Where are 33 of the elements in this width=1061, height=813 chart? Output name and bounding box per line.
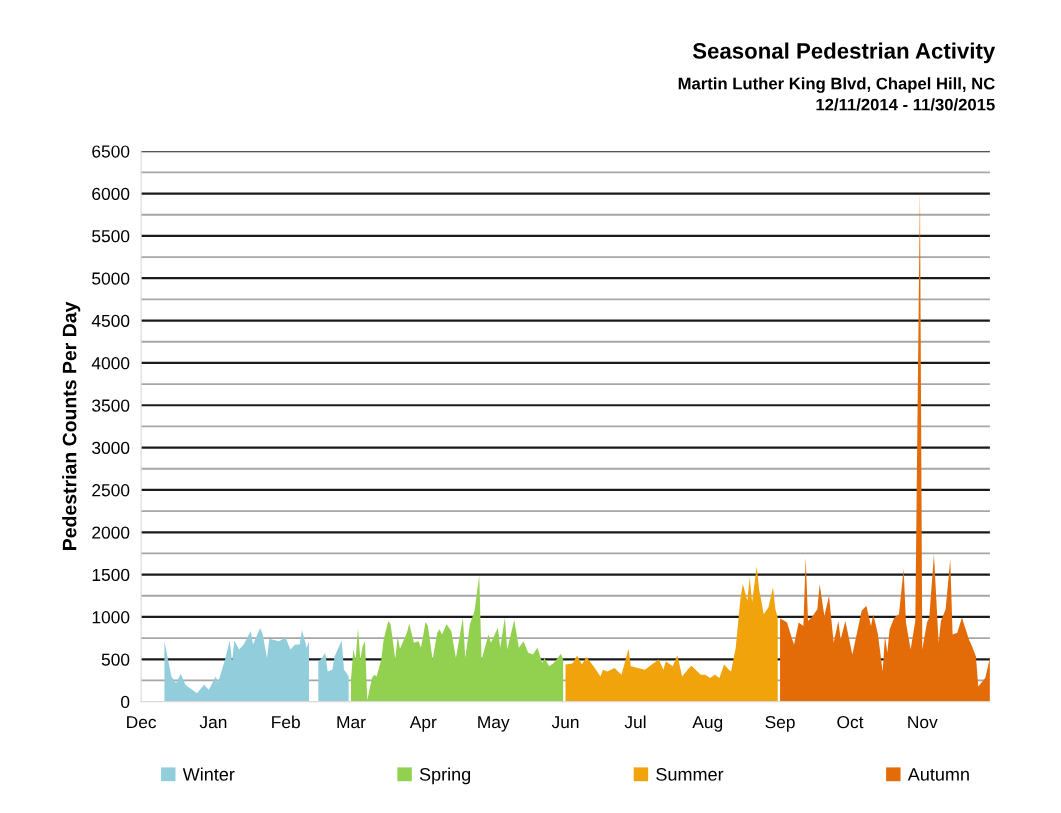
y-tick-label: 6000 <box>92 187 130 201</box>
y-tick-label: 2000 <box>92 526 130 539</box>
y-axis-title: Pedestrian Counts Per Day <box>62 301 81 550</box>
y-tick-label: 2500 <box>92 484 130 497</box>
x-tick-label: Apr <box>409 716 437 732</box>
x-tick-label: Jul <box>624 715 646 729</box>
y-tick-label: 6500 <box>92 145 130 158</box>
x-tick-label: Dec <box>127 716 157 729</box>
legend-label: Spring <box>419 767 471 785</box>
legend-label: Autumn <box>907 768 969 781</box>
y-tick-label: 500 <box>101 653 130 666</box>
y-tick-label: 4000 <box>91 357 130 370</box>
chart-subtitle: Martin Luther King Blvd, Chapel Hill, NC 12/11/2014 - 11/30/2015 <box>678 77 995 111</box>
y-tick-label: 5500 <box>92 230 130 243</box>
y-tick-label: 3000 <box>92 441 130 455</box>
x-tick-label: Mar <box>337 716 366 729</box>
x-tick-label: Aug <box>692 716 723 732</box>
x-tick-label: Sep <box>765 715 795 732</box>
x-tick-label: May <box>478 716 510 732</box>
x-tick-label: Jun <box>551 716 579 729</box>
chart-title: Seasonal Pedestrian Activity <box>692 42 996 64</box>
y-tick-label: 3500 <box>92 399 130 412</box>
x-tick-label: Jan <box>199 716 227 729</box>
y-tick-label: 0 <box>121 695 130 709</box>
x-tick-label: Nov <box>908 716 938 729</box>
y-tick-label: 4500 <box>91 314 130 328</box>
y-tick-label: 1500 <box>92 568 130 582</box>
x-tick-label: Feb <box>272 715 300 729</box>
y-tick-label: 5000 <box>92 272 130 285</box>
y-tick-label: 1000 <box>92 611 130 624</box>
legend-label: Summer <box>656 767 724 781</box>
legend-label: Winter <box>182 767 235 781</box>
x-tick-label: Oct <box>837 715 864 729</box>
